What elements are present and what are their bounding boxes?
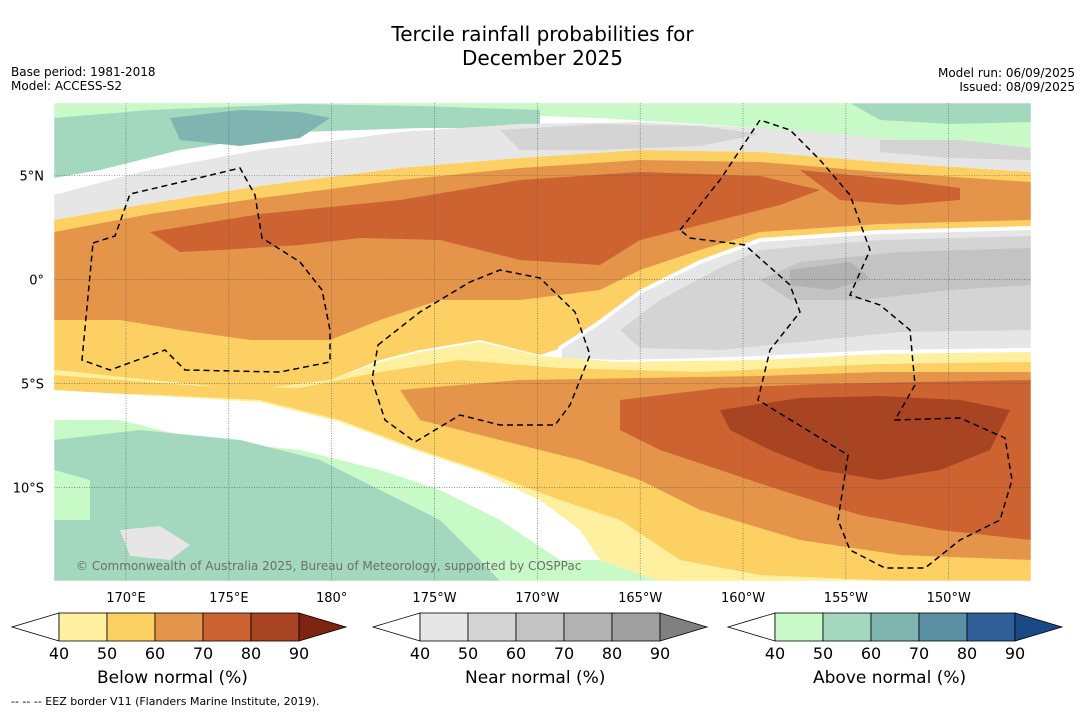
meta-right: Model run: 06/09/2025 Issued: 08/09/2025 <box>938 66 1075 94</box>
colorbar-tick-label: 50 <box>458 644 478 663</box>
south-below-band-darkest <box>720 396 1010 480</box>
latitude-tick-label: 5°S <box>21 378 44 393</box>
base-period-text: Base period: 1981-2018 <box>11 65 156 79</box>
latitude-tick-label: 5°N <box>20 170 45 185</box>
longitude-tick-label: 150°W <box>927 591 971 606</box>
north-teal-band-east <box>850 103 1031 124</box>
latitude-tick-label: 0° <box>29 274 44 289</box>
eez-border-central <box>371 269 591 443</box>
colorbar-high-extend <box>659 612 709 642</box>
colorbar-tick-label: 50 <box>813 644 833 663</box>
colorbar: 40 50 60 70 80 90 <box>371 612 709 663</box>
longitude-tick-label: 165°W <box>618 591 662 606</box>
colorbar-segment <box>250 612 300 642</box>
colorbar-tick-label: 40 <box>765 644 785 663</box>
map-frame <box>53 102 1032 582</box>
colorbar-tick-label: 60 <box>145 644 165 663</box>
longitude-tick-label: 170°W <box>515 591 559 606</box>
colorbar-segment <box>918 612 968 642</box>
longitude-tick-label: 175°W <box>412 591 456 606</box>
colorbar-segment <box>106 612 156 642</box>
near-normal-white-edge <box>558 226 1031 365</box>
colorbar-tick-label: 80 <box>957 644 977 663</box>
below-normal-band-dark <box>150 172 820 265</box>
colorbar-segment <box>822 612 872 642</box>
north-grey-east <box>880 140 1031 160</box>
colorbar-tick-label: 40 <box>49 644 69 663</box>
colorbar-label-above: Above normal (%) <box>813 668 967 688</box>
longitude-labels: 170°E 175°E 180° 175°W 170°W 165°W 160°W 155°W 1… <box>106 591 971 606</box>
eez-footnote: -- -- -- EEZ border V11 (Flanders Marine… <box>11 695 320 708</box>
colorbar-tick-label: 60 <box>506 644 526 663</box>
colorbar-segment <box>611 612 661 642</box>
below-normal-band-dark-2 <box>800 170 960 205</box>
longitude-tick-label: 180° <box>316 591 347 606</box>
colorbar-tick-label: 90 <box>1005 644 1025 663</box>
north-grey-band <box>54 122 1031 220</box>
near-normal-core <box>790 262 870 290</box>
south-white-gap <box>54 390 600 560</box>
probability-field <box>54 103 1031 581</box>
colorbar: 40 50 60 70 80 90 <box>726 612 1064 663</box>
colorbar-tick-label: 90 <box>650 644 670 663</box>
colorbar-segment <box>154 612 204 642</box>
colorbar-segment <box>58 612 108 642</box>
longitude-tick-label: 170°E <box>106 591 146 606</box>
colorbar-tick-label: 70 <box>193 644 213 663</box>
colorbar-tick-label: 70 <box>909 644 929 663</box>
title-line-2: December 2025 <box>462 46 623 70</box>
copyright-text: © Commonwealth of Australia 2025, Bureau… <box>76 559 581 573</box>
issued-text: Issued: 08/09/2025 <box>959 80 1075 94</box>
colorbar-low-extend <box>726 612 776 642</box>
colorbar-segment <box>202 612 252 642</box>
colorbar-segment <box>870 612 920 642</box>
colorbar-tick-label: 80 <box>602 644 622 663</box>
colorbar-segment <box>563 612 613 642</box>
south-grey-patch <box>120 526 190 560</box>
colorbar-low-extend <box>371 612 421 642</box>
model-run-text: Model run: 06/09/2025 <box>937 66 1075 80</box>
colorbar-tick-label: 60 <box>861 644 881 663</box>
colorbar-tick-label: 80 <box>241 644 261 663</box>
colorbar-segment <box>966 612 1016 642</box>
colorbar: 40 50 60 70 80 90 <box>10 612 348 663</box>
colorbar-high-extend <box>1014 612 1064 642</box>
meta-left: Base period: 1981-2018 Model: ACCESS-S2 <box>11 65 156 93</box>
north-grey-dark <box>500 124 760 150</box>
eez-border-line-islands <box>678 119 1013 569</box>
title-line-1: Tercile rainfall probabilities for <box>391 22 694 46</box>
colorbars: 40 50 60 70 80 90 40 50 60 70 80 90 40 50 60 70 80 90 <box>10 612 1064 663</box>
latitude-labels: 5°N 0° 5°S 10°S <box>13 170 44 497</box>
north-blue-patch <box>170 110 330 146</box>
latitude-tick-label: 10°S <box>13 481 44 496</box>
colorbar-low-extend <box>10 612 60 642</box>
longitude-tick-label: 155°W <box>824 591 868 606</box>
colorbar-segment <box>515 612 565 642</box>
model-text: Model: ACCESS-S2 <box>11 79 123 93</box>
colorbar-label-below: Below normal (%) <box>97 668 248 688</box>
colorbar-segment <box>774 612 824 642</box>
colorbar-tick-label: 70 <box>554 644 574 663</box>
colorbar-tick-label: 50 <box>97 644 117 663</box>
graticule <box>54 103 1031 581</box>
colorbar-segment <box>467 612 517 642</box>
eez-border-kiribati-west <box>81 167 331 373</box>
colorbar-tick-label: 40 <box>410 644 430 663</box>
chart-title: Tercile rainfall probabilities for Decem… <box>0 22 1085 70</box>
longitude-tick-label: 160°W <box>721 591 765 606</box>
colorbar-tick-label: 90 <box>289 644 309 663</box>
colorbar-segment <box>419 612 469 642</box>
eez-borders <box>81 119 1013 569</box>
colorbar-high-extend <box>298 612 348 642</box>
colorbar-label-near: Near normal (%) <box>465 668 606 688</box>
longitude-tick-label: 175°E <box>209 591 249 606</box>
